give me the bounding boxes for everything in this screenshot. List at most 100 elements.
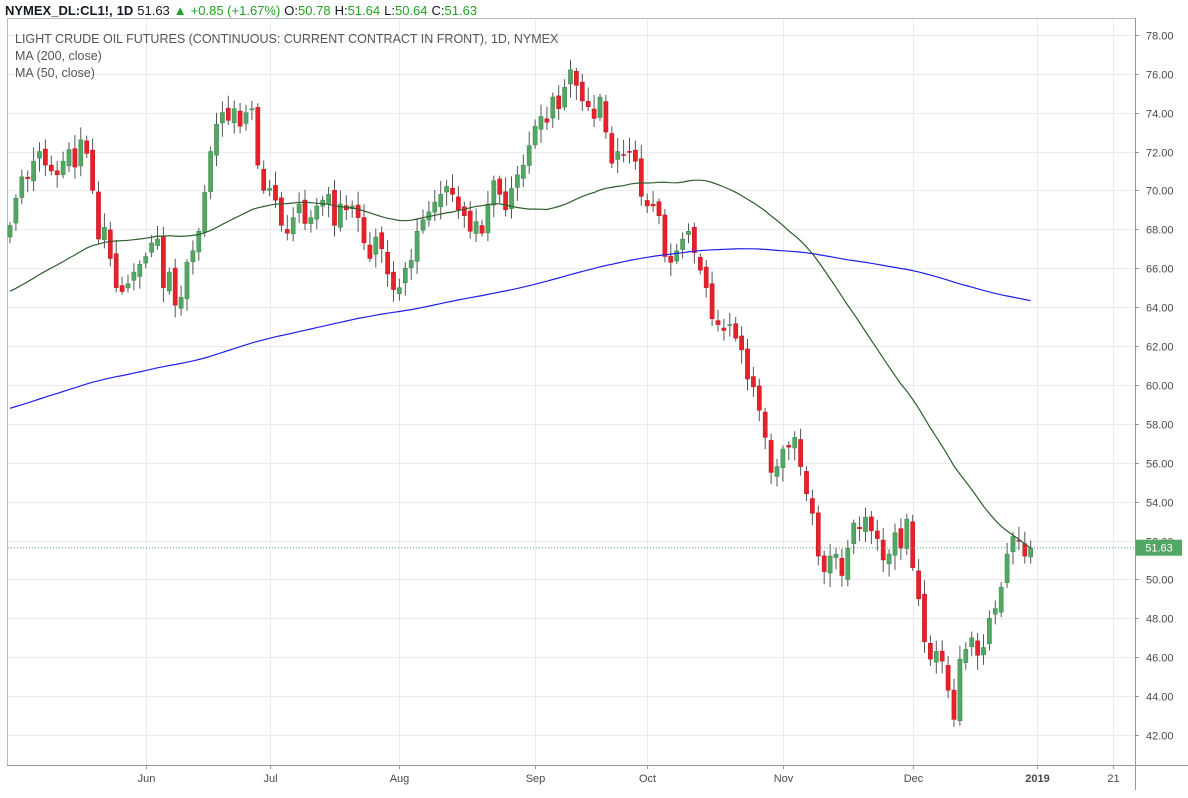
candle: [1004, 542, 1010, 588]
change-up-icon: ▲: [173, 2, 187, 18]
candle-body-up: [373, 236, 379, 255]
candle-body-down: [821, 555, 827, 572]
candle-body-down: [733, 323, 739, 339]
candle-body-up: [727, 324, 733, 326]
price-tick-label: 70.00: [1146, 186, 1174, 198]
candle: [916, 558, 921, 606]
candle: [379, 226, 385, 263]
candle-body-down: [756, 385, 762, 411]
candle-body-down: [302, 199, 308, 224]
candle-body-down: [662, 214, 668, 257]
candle-body-up: [231, 108, 237, 124]
candle: [1028, 540, 1034, 564]
candle: [733, 316, 739, 342]
candle-body-down: [90, 149, 95, 191]
price-axis[interactable]: 42.0044.0046.0048.0050.0052.0054.0056.00…: [1135, 31, 1174, 743]
candle: [485, 190, 491, 242]
candle-body-up: [827, 555, 833, 574]
candle-body-down: [361, 217, 367, 244]
candle: [697, 253, 703, 275]
candle-body-up: [208, 151, 213, 192]
candle: [450, 174, 455, 202]
ma50-legend[interactable]: MA (50, close): [15, 66, 95, 80]
last-price-header: 51.63: [137, 2, 170, 18]
candle: [37, 142, 42, 172]
candle-body-down: [84, 140, 90, 154]
candle-body-down: [656, 201, 662, 216]
candle-body-down: [922, 593, 927, 642]
candle-body-up: [509, 188, 514, 209]
candle-body-down: [857, 526, 862, 530]
candle: [603, 94, 609, 139]
price-tick-label: 60.00: [1146, 381, 1174, 393]
candle: [786, 441, 792, 460]
close-label: C:: [431, 2, 445, 18]
candle-body-up: [267, 188, 272, 191]
chart-title: LIGHT CRUDE OIL FUTURES (CONTINUOUS: CUR…: [15, 32, 559, 46]
candle: [385, 239, 390, 287]
candle: [243, 104, 249, 131]
candle-body-up: [526, 145, 532, 166]
candle: [320, 195, 326, 216]
candle: [833, 547, 839, 570]
candle: [579, 73, 585, 111]
candle-body-down: [332, 190, 337, 226]
candle-body-down: [633, 149, 638, 162]
candle-body-up: [532, 125, 538, 146]
candle-body-down: [113, 253, 119, 288]
last-price-tag-bg: [1136, 539, 1182, 556]
candle-body-up: [998, 586, 1004, 613]
interval-label[interactable]: 1D: [116, 2, 134, 18]
open-label: O:: [284, 2, 299, 18]
candle: [768, 433, 774, 485]
candle-body-up: [933, 651, 939, 663]
candle: [957, 645, 963, 726]
candle-body-up: [149, 242, 154, 253]
low-label: L:: [384, 2, 395, 18]
candle: [762, 407, 768, 450]
candle-body-up: [438, 194, 444, 208]
candle-body-down: [284, 229, 290, 234]
candle: [202, 184, 208, 237]
candle-body-up: [520, 164, 526, 179]
candle: [491, 175, 497, 218]
candle: [432, 189, 438, 222]
candle: [497, 175, 503, 205]
ma200-legend[interactable]: MA (200, close): [15, 49, 102, 63]
time-axis[interactable]: Jun Jul Aug Sep Oct Nov Dec 2019 21: [138, 765, 1120, 785]
candle: [638, 144, 644, 206]
candle: [650, 190, 656, 212]
candle: [43, 139, 48, 177]
price-tick-label: 44.00: [1146, 692, 1174, 704]
candle-body-down: [916, 570, 921, 600]
candle: [113, 240, 119, 293]
candle-body-down: [798, 439, 803, 467]
candle: [220, 101, 225, 137]
candle: [296, 192, 302, 223]
time-tick-label: 21: [1107, 773, 1119, 785]
candle: [886, 549, 892, 577]
candle: [66, 142, 72, 173]
candle-body-up: [243, 112, 249, 124]
time-tick-label: 2019: [1025, 773, 1049, 785]
candle-body-down: [880, 539, 886, 561]
candle: [509, 176, 514, 219]
candle: [821, 550, 827, 585]
candle: [190, 240, 196, 275]
candle-body-down: [450, 187, 455, 195]
candle: [874, 519, 880, 551]
candle: [951, 678, 957, 727]
candle: [898, 518, 904, 560]
candle: [939, 640, 945, 674]
symbol-label[interactable]: NYMEX_DL:CL1!,: [5, 2, 113, 18]
candle: [827, 543, 833, 587]
candle-body-down: [874, 530, 880, 539]
candle-body-up: [538, 116, 544, 130]
candle-body-up: [414, 230, 420, 262]
candle: [107, 221, 113, 267]
candle-body-up: [326, 194, 331, 205]
candle-body-up: [196, 230, 202, 253]
candle-body-down: [96, 191, 101, 240]
candle: [338, 190, 343, 232]
